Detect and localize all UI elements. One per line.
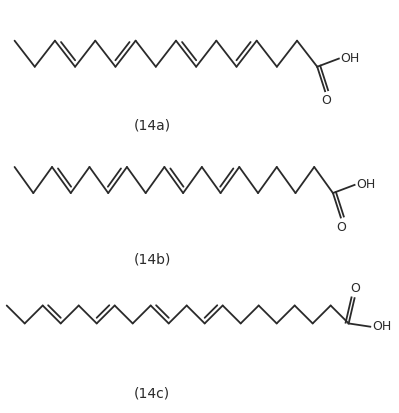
Text: O: O — [321, 95, 331, 107]
Text: OH: OH — [356, 178, 375, 191]
Text: (14a): (14a) — [134, 118, 171, 132]
Text: O: O — [350, 282, 360, 295]
Text: OH: OH — [340, 52, 359, 65]
Text: (14b): (14b) — [133, 252, 171, 266]
Text: (14c): (14c) — [134, 387, 170, 401]
Text: O: O — [337, 221, 346, 234]
Text: OH: OH — [372, 320, 391, 333]
